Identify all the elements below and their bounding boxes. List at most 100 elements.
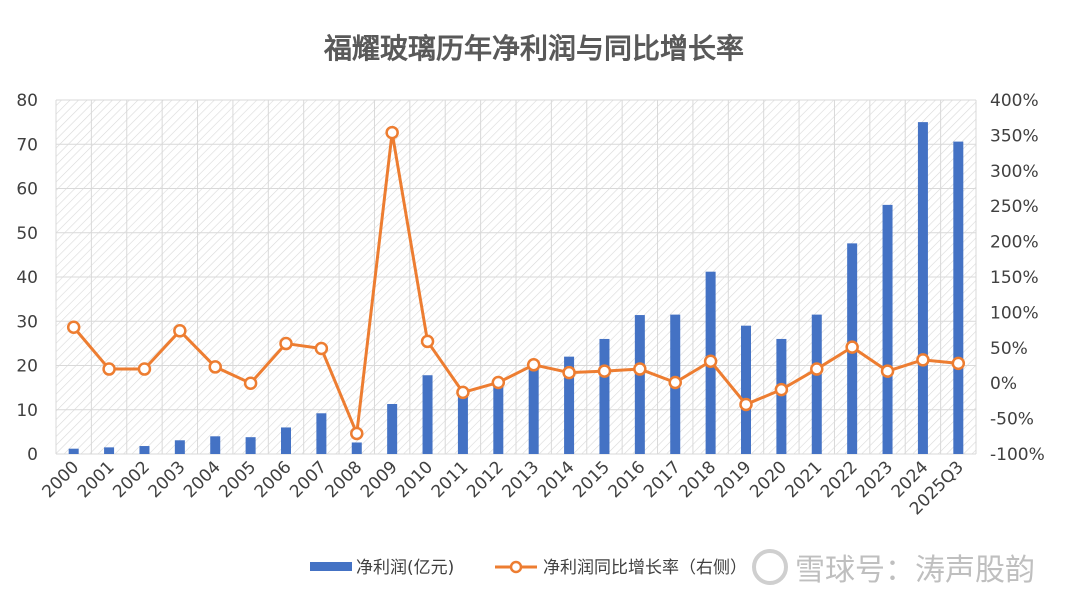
watermark-logo — [752, 549, 788, 585]
bar-2015 — [599, 338, 610, 454]
left-tick-label: 60 — [16, 180, 38, 200]
x-tick-label: 2018 — [675, 457, 720, 502]
x-tick-label: 2012 — [463, 457, 508, 502]
bar-2000 — [68, 448, 79, 454]
growth-point-2020 — [774, 382, 789, 397]
left-axis: 0 10 20 30 40 50 60 70 80 — [16, 91, 38, 465]
right-tick-label: 100% — [990, 303, 1039, 323]
x-tick-label: 2006 — [251, 457, 296, 502]
x-tick-label: 2023 — [852, 457, 897, 502]
x-tick-label: 2017 — [640, 457, 685, 502]
bar-2019 — [741, 325, 751, 454]
bar-2006 — [281, 427, 291, 454]
growth-point-2010 — [420, 334, 435, 349]
growth-point-2002 — [137, 362, 152, 376]
left-tick-label: 40 — [16, 268, 38, 288]
bar-2010 — [422, 375, 433, 454]
bar-2001 — [104, 447, 115, 454]
bar-2021 — [811, 314, 822, 454]
x-tick-label: 2019 — [711, 457, 756, 502]
right-tick-label: 400% — [990, 91, 1039, 111]
growth-point-2005 — [243, 376, 258, 390]
bar-2025Q3 — [953, 141, 964, 454]
x-tick-label: 2008 — [322, 457, 367, 502]
right-tick-label: -50% — [990, 410, 1034, 430]
x-tick-label: 2021 — [782, 457, 827, 502]
bar-2024 — [917, 122, 928, 454]
x-tick-label: 2010 — [392, 457, 437, 502]
growth-point-2000 — [66, 320, 81, 335]
growth-point-2001 — [102, 362, 116, 376]
right-tick-label: 300% — [990, 162, 1039, 182]
growth-point-2017 — [668, 375, 682, 390]
growth-point-2022 — [845, 340, 859, 354]
growth-point-2025Q3 — [951, 356, 966, 371]
growth-point-2007 — [314, 341, 329, 356]
x-tick-label: 2002 — [109, 457, 154, 502]
growth-point-2012 — [491, 375, 506, 390]
x-tick-label: 2016 — [605, 457, 650, 502]
x-tick-label: 2015 — [569, 457, 614, 502]
growth-point-2009 — [385, 125, 399, 140]
left-tick-label: 80 — [16, 91, 38, 111]
left-tick-label: 30 — [16, 312, 38, 332]
right-tick-label: 200% — [990, 233, 1039, 253]
x-tick-label: 2004 — [180, 457, 225, 502]
bar-2007 — [316, 413, 327, 454]
bar-2005 — [245, 437, 256, 454]
right-tick-label: 350% — [990, 126, 1039, 146]
x-tick-label: 2011 — [428, 457, 473, 502]
bar-2011 — [457, 390, 468, 454]
left-tick-label: 20 — [16, 357, 38, 377]
growth-point-2023 — [880, 364, 895, 378]
x-tick-label: 2020 — [746, 457, 791, 502]
x-tick-label: 2013 — [498, 457, 543, 502]
growth-point-2008 — [350, 426, 364, 441]
bar-2002 — [139, 446, 150, 454]
line-series — [66, 125, 966, 441]
growth-point-2019 — [739, 397, 753, 412]
chart-title: 福耀玻璃历年净利润与同比增长率 — [323, 32, 744, 65]
legend: 净利润(亿元) 净利润同比增长率（右侧） — [310, 558, 747, 578]
growth-point-2014 — [562, 365, 576, 380]
growth-point-2024 — [916, 353, 930, 367]
left-tick-label: 10 — [16, 401, 38, 421]
x-tick-label: 2014 — [534, 457, 579, 502]
x-tick-label: 2001 — [74, 457, 119, 502]
growth-point-2006 — [279, 336, 293, 351]
growth-point-2003 — [173, 324, 187, 338]
x-tick-label: 2022 — [817, 457, 862, 502]
bar-2003 — [174, 440, 185, 454]
x-tick-label: 2000 — [38, 457, 83, 502]
x-axis: 2000200120022003200420052006200720082009… — [38, 457, 967, 519]
bar-2013 — [528, 363, 539, 454]
right-tick-label: 50% — [990, 339, 1028, 359]
growth-point-2013 — [526, 358, 541, 372]
growth-point-2015 — [597, 364, 612, 378]
legend-line-label: 净利润同比增长率（右侧） — [543, 558, 747, 578]
x-tick-label: 2007 — [286, 457, 331, 502]
right-tick-label: 150% — [990, 268, 1039, 288]
growth-point-2018 — [703, 354, 718, 369]
bar-2012 — [493, 382, 504, 454]
legend-line-marker — [509, 560, 523, 574]
bar-2016 — [634, 315, 645, 454]
growth-point-2004 — [208, 360, 222, 374]
legend-bar-swatch — [310, 562, 352, 571]
x-tick-label: 2003 — [145, 457, 190, 502]
right-axis: -100% -50% 0% 50% 100% 150% 200% 250% 300% 350% 40… — [990, 91, 1045, 465]
watermark-text: 雪球号：涛声股韵 — [795, 553, 1035, 588]
right-tick-label: 250% — [990, 197, 1039, 217]
bar-2008 — [351, 442, 362, 454]
right-tick-label: -100% — [990, 445, 1045, 465]
bar-2023 — [882, 204, 893, 454]
growth-point-2016 — [633, 362, 647, 376]
x-tick-label: 2005 — [215, 457, 260, 502]
bar-2009 — [387, 403, 398, 454]
legend-bar-label: 净利润(亿元) — [356, 558, 454, 578]
left-tick-label: 50 — [16, 224, 38, 244]
bar-2004 — [210, 436, 221, 454]
bar-2020 — [776, 338, 787, 454]
